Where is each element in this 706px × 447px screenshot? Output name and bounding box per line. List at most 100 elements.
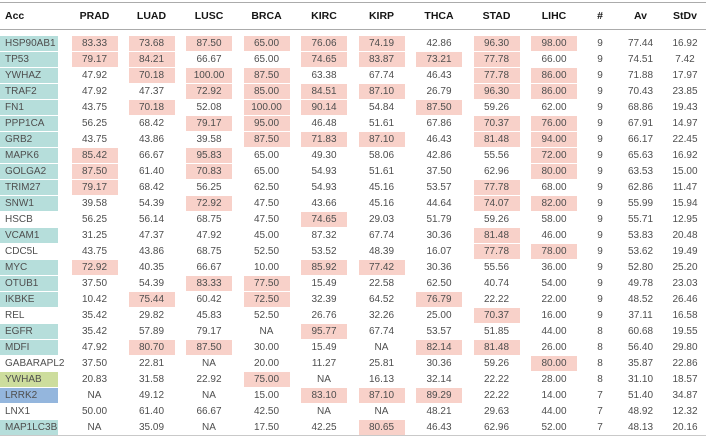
value-cell: 25.00 (410, 307, 468, 323)
value-cell: 85.42 (66, 147, 123, 163)
value-cell: 66.67 (180, 403, 238, 419)
value-cell: 30.36 (410, 355, 468, 371)
value-cell: 74.65 (295, 51, 353, 67)
value: 30.36 (426, 261, 452, 273)
gene-label: MAP1LC3B (0, 419, 58, 435)
value: 52.00 (541, 421, 567, 433)
value-cell: 83.87 (353, 51, 410, 67)
value-highlighted: 86.00 (531, 83, 577, 99)
value-cell: 56.25 (66, 115, 123, 131)
value: 44.00 (541, 325, 567, 337)
value-cell: 47.92 (180, 227, 238, 243)
column-header-stdv: StDv (664, 2, 706, 30)
value: 37.50 (81, 357, 108, 369)
stdv-cell: 26.46 (672, 293, 698, 305)
value-cell: 46.00 (525, 227, 583, 243)
acc-cell: TP53 (0, 51, 66, 67)
value-cell: 72.92 (66, 259, 123, 275)
gene-label: HSCB (5, 213, 33, 225)
value: 56.25 (81, 117, 108, 129)
value-cell: 70.18 (123, 99, 180, 115)
value: 37.50 (426, 165, 452, 177)
value-highlighted: 77.78 (473, 67, 520, 83)
value-highlighted: 85.92 (301, 259, 347, 275)
avg-cell: 53.83 (627, 229, 654, 241)
value: 68.42 (138, 181, 165, 193)
value-cell: 37.50 (410, 163, 468, 179)
value-highlighted: 72.92 (71, 259, 118, 275)
value-highlighted: 65.00 (243, 35, 290, 51)
value: 44.00 (541, 405, 567, 417)
value-cell: NA (180, 387, 238, 403)
value: 52.50 (253, 309, 280, 321)
value: NA (202, 421, 216, 433)
value: 56.25 (81, 213, 108, 225)
value-cell: 70.18 (123, 67, 180, 83)
value-cell: 35.42 (66, 307, 123, 323)
value: 31.25 (81, 229, 108, 241)
value-cell: 48.39 (353, 243, 410, 259)
value-cell: 95.77 (295, 323, 353, 339)
value-highlighted: 100.00 (186, 67, 232, 83)
value: 62.96 (483, 165, 510, 177)
value-highlighted: 95.00 (243, 115, 290, 131)
stdv-cell: 23.85 (672, 85, 698, 97)
value: 30.36 (426, 229, 452, 241)
gene-label: YWHAZ (0, 67, 58, 83)
value-cell: 26.00 (525, 339, 583, 355)
table-row: OTUB1 37.50 54.39 83.33 77.50 15.49 22.58 62.50… (0, 275, 706, 291)
value-cell: 68.75 (180, 243, 238, 259)
value: 15.00 (253, 389, 280, 401)
value-cell: 87.50 (180, 30, 238, 52)
value-highlighted: 78.00 (531, 243, 577, 259)
value-highlighted: 70.18 (128, 99, 175, 115)
count-cell: 7 (597, 405, 603, 417)
acc-cell: GRB2 (0, 131, 66, 147)
value-highlighted: 72.92 (186, 195, 232, 211)
count-cell: 9 (597, 213, 603, 225)
value: 20.83 (81, 373, 108, 385)
value: 45.16 (368, 197, 395, 209)
value-highlighted: 72.50 (243, 291, 290, 307)
value: 54.00 (541, 277, 567, 289)
value: 20.00 (253, 357, 280, 369)
acc-cell: OTUB1 (0, 275, 66, 291)
value-cell: 47.50 (238, 195, 295, 211)
value-cell: NA (238, 323, 295, 339)
value-cell: 26.76 (295, 307, 353, 323)
value-cell: 75.44 (123, 291, 180, 307)
value-highlighted: 79.17 (71, 51, 118, 67)
gene-label: GABARAPL2 (5, 357, 65, 369)
value-highlighted: 96.30 (473, 35, 520, 51)
acc-cell: YWHAZ (0, 67, 66, 83)
value-cell: 22.81 (123, 355, 180, 371)
value-cell: 52.50 (238, 243, 295, 259)
value-cell: 87.10 (353, 131, 410, 147)
value-cell: 61.40 (123, 163, 180, 179)
value: 42.50 (253, 405, 280, 417)
value-cell: 72.50 (238, 291, 295, 307)
value: 22.22 (483, 389, 510, 401)
avg-cell: 62.86 (627, 181, 654, 193)
value-cell: 77.78 (468, 51, 525, 67)
table-row: FN1 43.75 70.18 52.08 100.00 90.14 54.84 87.50 5… (0, 99, 706, 115)
value-cell: 54.93 (295, 163, 353, 179)
value: 45.83 (196, 309, 222, 321)
value-highlighted: 98.00 (531, 35, 577, 51)
value: 46.48 (311, 117, 337, 129)
count-cell: 9 (597, 181, 603, 193)
value-cell: 55.56 (468, 259, 525, 275)
value-highlighted: 87.10 (358, 83, 405, 99)
value-cell: 54.39 (123, 195, 180, 211)
value-cell: 76.06 (295, 30, 353, 52)
value-cell: 22.22 (468, 291, 525, 307)
value: 59.26 (483, 213, 510, 225)
value-cell: 32.26 (353, 307, 410, 323)
column-header-brca: BRCA (238, 2, 295, 30)
value-cell: 47.37 (123, 83, 180, 99)
stdv-cell: 29.80 (672, 341, 698, 353)
value-highlighted: 79.17 (186, 115, 232, 131)
value-cell: 25.81 (353, 355, 410, 371)
column-header-kirp: KIRP (353, 2, 410, 30)
value: 39.58 (81, 197, 108, 209)
